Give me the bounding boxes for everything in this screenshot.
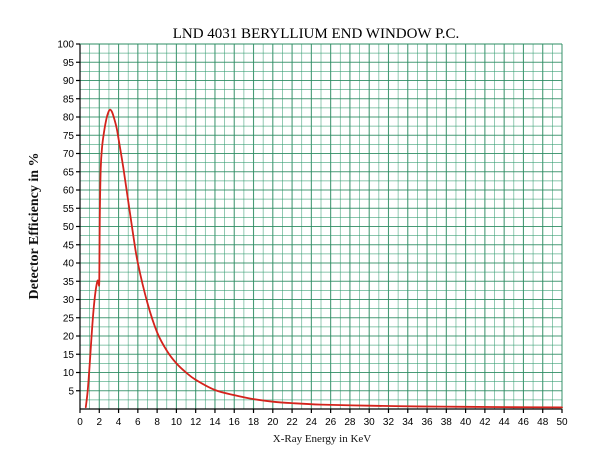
- x-tick-label: 14: [209, 417, 221, 428]
- y-tick-label: 30: [63, 295, 75, 306]
- x-tick-label: 28: [344, 417, 356, 428]
- grid: [80, 43, 562, 409]
- y-tick-label: 50: [63, 222, 75, 233]
- y-tick-labels: 5 10 15 20 25 30 35 40 45 50 55 60 65 70 75 80 85 90 95 100: [57, 40, 80, 397]
- y-tick-label: 95: [63, 58, 75, 69]
- y-tick-label: 65: [63, 167, 75, 178]
- x-tick-label: 50: [556, 417, 568, 428]
- y-tick-label: 5: [68, 386, 74, 397]
- x-tick-label: 36: [421, 417, 433, 428]
- y-axis-label: Detector Efficiency in %: [27, 152, 42, 299]
- y-tick-label: 45: [63, 240, 75, 251]
- y-tick-label: 85: [63, 94, 75, 105]
- x-tick-label: 46: [518, 417, 530, 428]
- y-tick-label: 70: [63, 149, 75, 160]
- y-tick-label: 60: [63, 186, 75, 197]
- x-tick-label: 34: [402, 417, 414, 428]
- x-tick-labels: 0 2 4 6 8 10 12 14 16 18 20 22 24 26 28 30 32 34 36 38 40 42 4…: [77, 409, 568, 428]
- y-tick-label: 10: [63, 368, 75, 379]
- x-tick-label: 0: [77, 417, 83, 428]
- efficiency-curve: [84, 108, 563, 409]
- y-tick-label: 40: [63, 259, 75, 270]
- y-tick-label: 35: [63, 277, 75, 288]
- x-axis-label: X-Ray Energy in KeV: [273, 433, 372, 445]
- x-tick-label: 22: [287, 417, 299, 428]
- y-tick-label: 100: [57, 40, 74, 51]
- x-tick-label: 26: [325, 417, 337, 428]
- x-tick-label: 30: [364, 417, 376, 428]
- y-tick-label: 80: [63, 113, 75, 124]
- y-tick-label: 25: [63, 313, 75, 324]
- x-tick-label: 10: [171, 417, 183, 428]
- x-tick-label: 4: [116, 417, 122, 428]
- x-tick-label: 40: [460, 417, 472, 428]
- y-tick-label: 15: [63, 350, 75, 361]
- x-tick-label: 2: [96, 417, 102, 428]
- y-tick-label: 90: [63, 76, 75, 87]
- x-tick-label: 48: [537, 417, 549, 428]
- x-tick-label: 32: [383, 417, 395, 428]
- y-tick-label: 55: [63, 204, 75, 215]
- x-tick-label: 42: [479, 417, 491, 428]
- series-group: [84, 108, 563, 409]
- x-tick-label: 24: [306, 417, 318, 428]
- chart-title: LND 4031 BERYLLIUM END WINDOW P.C.: [173, 26, 460, 42]
- x-tick-label: 18: [248, 417, 260, 428]
- x-tick-label: 12: [190, 417, 202, 428]
- x-tick-label: 44: [499, 417, 511, 428]
- y-tick-label: 20: [63, 332, 75, 343]
- x-tick-label: 6: [135, 417, 141, 428]
- x-tick-label: 8: [154, 417, 160, 428]
- x-tick-label: 38: [441, 417, 453, 428]
- x-tick-label: 16: [229, 417, 241, 428]
- axes: [79, 43, 563, 410]
- y-tick-label: 75: [63, 131, 75, 142]
- x-tick-label: 20: [267, 417, 279, 428]
